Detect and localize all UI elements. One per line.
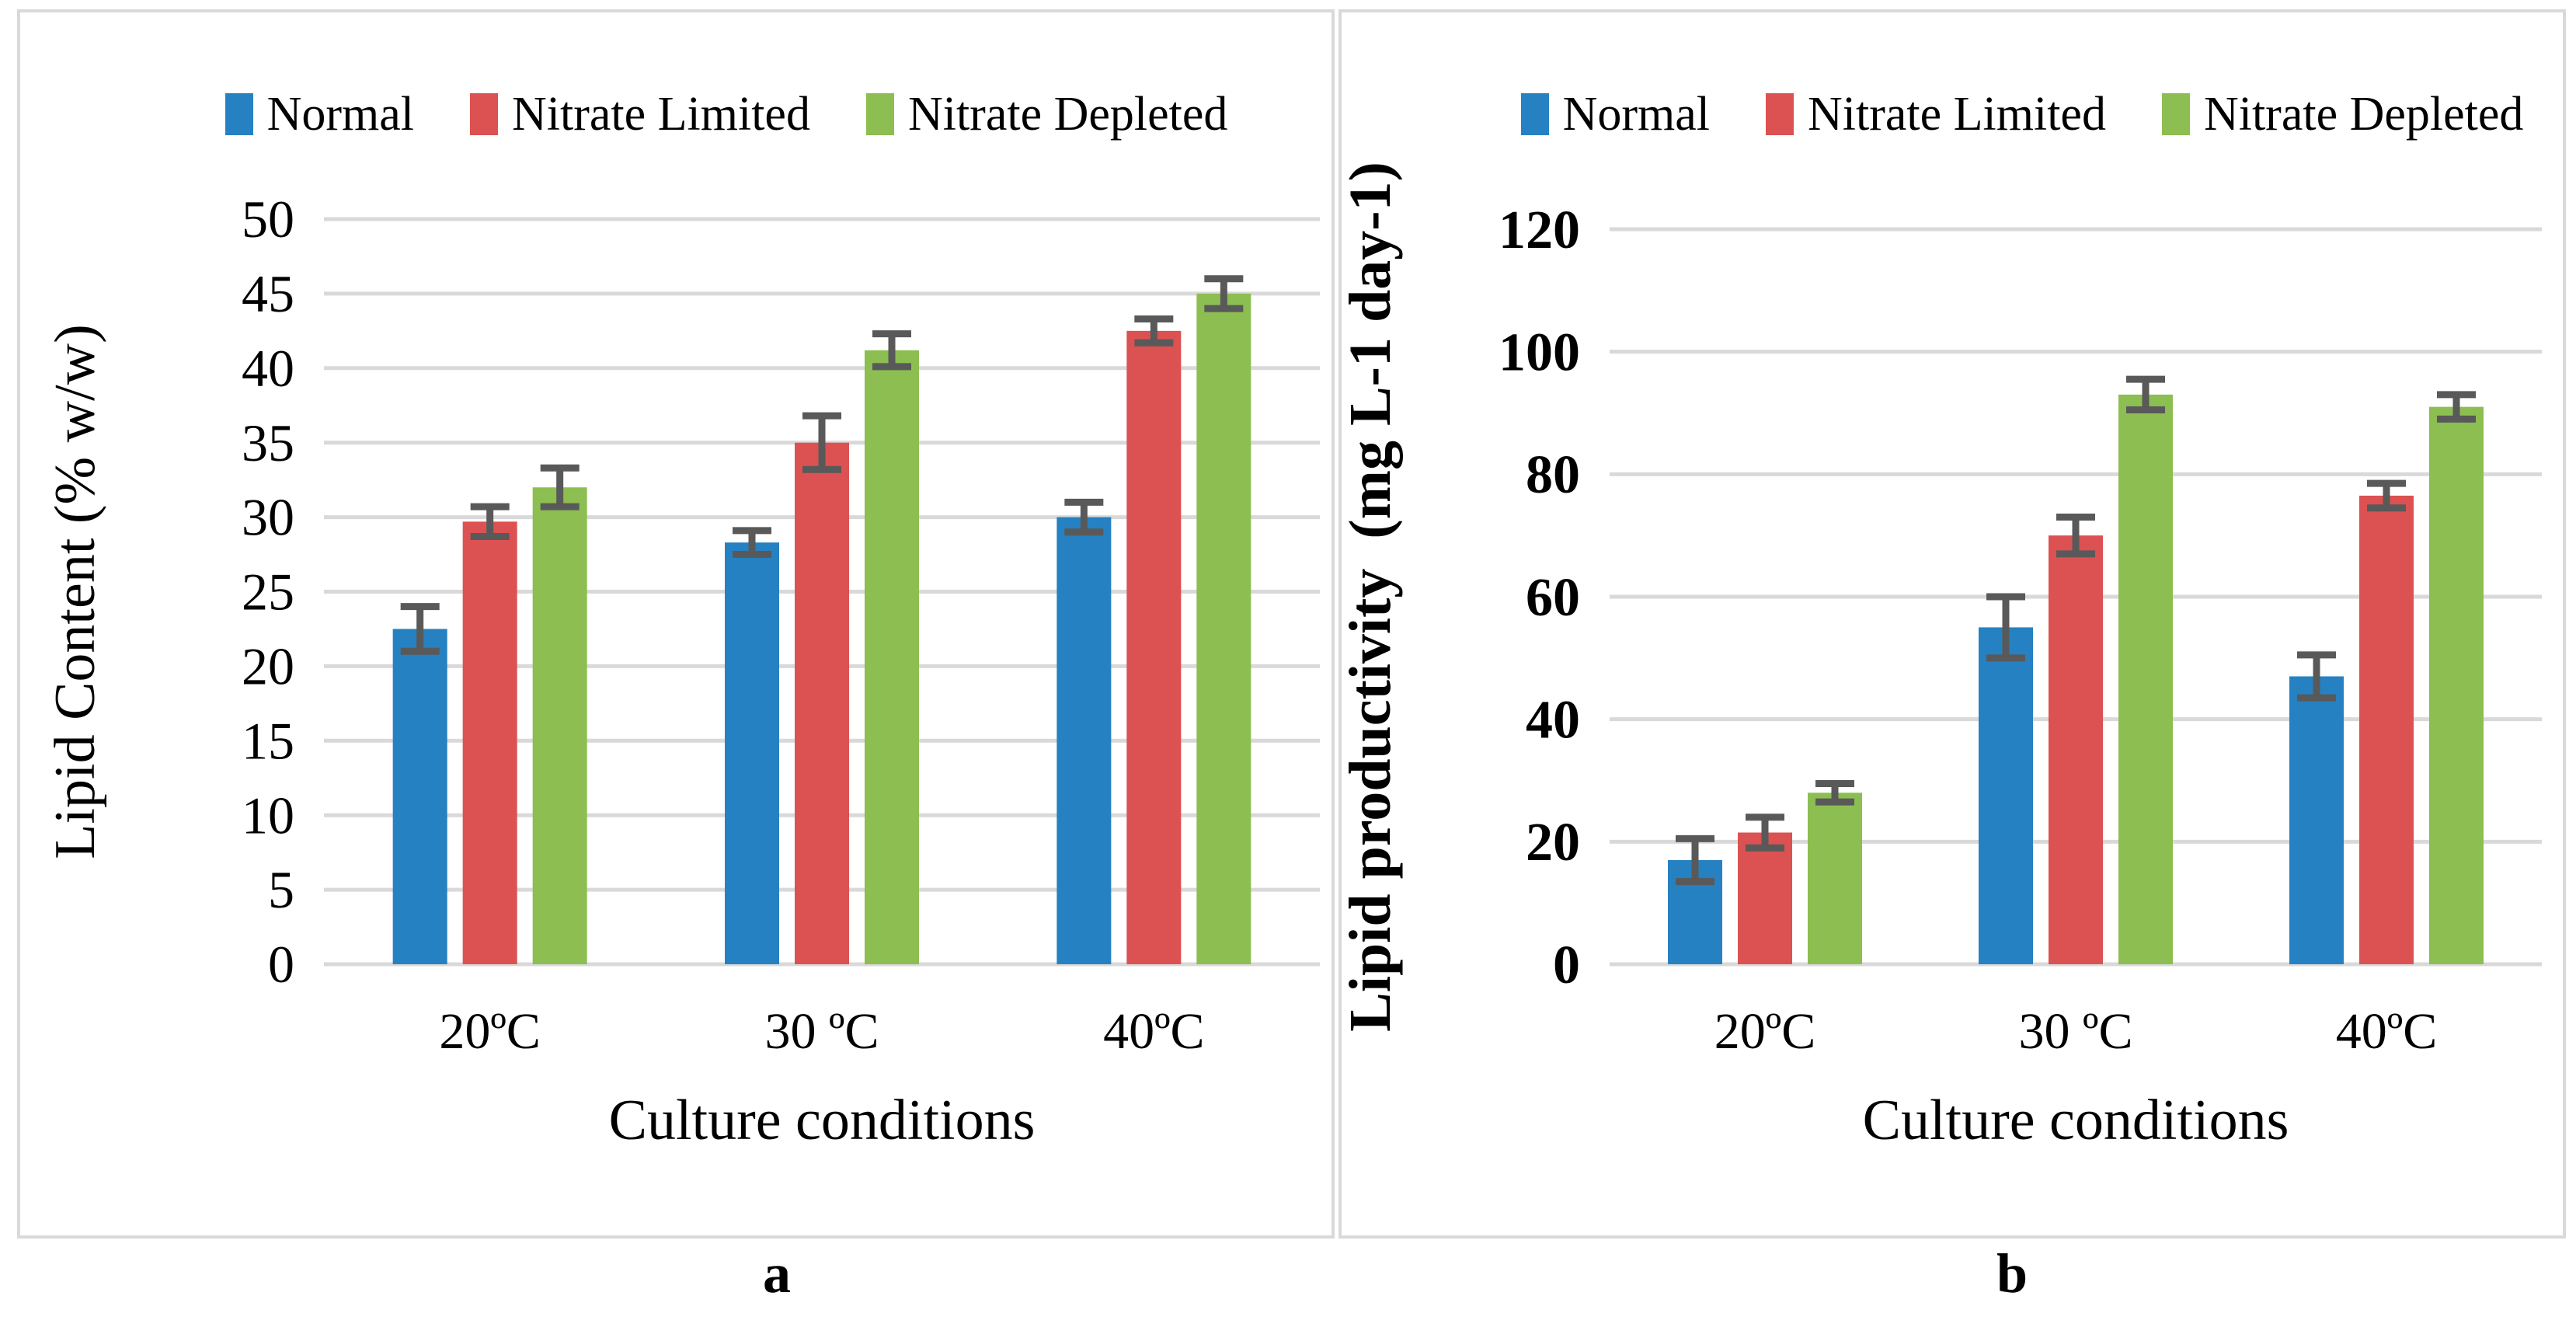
legend-panel-a: Normal Nitrate Limited Nitrate Depleted bbox=[20, 90, 1332, 138]
legend-item-nitrate-depleted: Nitrate Depleted bbox=[865, 88, 1228, 141]
y-tick-label: 50 bbox=[242, 190, 294, 249]
bar-nitrate-depleted bbox=[532, 487, 587, 964]
x-axis-title: Culture conditions bbox=[609, 1089, 1036, 1152]
bar-nitrate-limited bbox=[1126, 330, 1182, 965]
y-tick-label: 0 bbox=[268, 935, 294, 994]
x-axis-title: Culture conditions bbox=[1863, 1089, 2289, 1152]
bar-nitrate-limited bbox=[2359, 495, 2414, 964]
chart-a-plot: 0 5 10 15 20 25 30 35 40 45 50 20ºC 30 ºC 40ºC Culture… bbox=[44, 190, 1320, 1152]
legend-panel-b: Normal Nitrate Limited Nitrate Depleted bbox=[1342, 90, 2563, 138]
bar-nitrate-depleted bbox=[2429, 406, 2484, 964]
bar-normal bbox=[2289, 676, 2344, 964]
panel-b-letter: b bbox=[1996, 1242, 2028, 1305]
bar-normal bbox=[392, 629, 447, 964]
bar-normal bbox=[1057, 517, 1112, 964]
y-axis-title: Lipid productivity (mg L-1 day-1) bbox=[1342, 162, 1403, 1032]
bar-nitrate-depleted bbox=[1808, 793, 1862, 964]
bar-normal bbox=[1979, 627, 2033, 964]
panel-a: Normal Nitrate Limited Nitrate Depleted 0 5… bbox=[17, 9, 1335, 1239]
bar-nitrate-depleted bbox=[1196, 293, 1251, 964]
bar-normal bbox=[725, 542, 779, 964]
x-category-label: 20ºC bbox=[1714, 1003, 1816, 1060]
y-tick-label: 15 bbox=[242, 711, 294, 770]
y-tick-label: 10 bbox=[242, 786, 294, 845]
legend-label-normal: Normal bbox=[1562, 88, 1711, 141]
bar-nitrate-limited bbox=[462, 521, 517, 964]
y-axis-title: Lipid Content (% w/w) bbox=[44, 324, 107, 859]
y-tick-label: 100 bbox=[1499, 322, 1580, 382]
y-tick-label: 30 bbox=[242, 488, 294, 547]
legend-swatch-nitrate-limited bbox=[1766, 93, 1794, 135]
legend-label-nitrate-limited: Nitrate Limited bbox=[512, 88, 810, 141]
legend-item-nitrate-depleted: Nitrate Depleted bbox=[2161, 88, 2524, 141]
legend-label-nitrate-limited: Nitrate Limited bbox=[1808, 88, 2106, 141]
y-tick-label: 0 bbox=[1553, 935, 1580, 995]
legend-swatch-nitrate-depleted bbox=[865, 93, 894, 135]
y-tick-label: 40 bbox=[1526, 690, 1580, 750]
y-tick-label: 35 bbox=[242, 413, 294, 472]
legend-swatch-normal bbox=[225, 93, 253, 135]
legend-swatch-normal bbox=[1520, 93, 1549, 135]
x-category-label: 20ºC bbox=[439, 1003, 541, 1060]
legend-item-normal: Normal bbox=[1520, 88, 1711, 141]
legend-label-normal: Normal bbox=[266, 88, 415, 141]
y-tick-label: 60 bbox=[1526, 568, 1580, 628]
legend-item-nitrate-limited: Nitrate Limited bbox=[470, 90, 810, 138]
x-category-label: 40ºC bbox=[1103, 1003, 1205, 1060]
y-tick-label: 5 bbox=[268, 860, 294, 919]
y-tick-label: 20 bbox=[242, 637, 294, 696]
panel-b: Normal Nitrate Limited Nitrate Depleted 0 2… bbox=[1338, 9, 2566, 1239]
x-category-label: 30 ºC bbox=[2019, 1003, 2133, 1060]
y-tick-label: 45 bbox=[242, 264, 294, 323]
bar-nitrate-limited bbox=[795, 442, 849, 964]
bar-nitrate-depleted bbox=[2118, 394, 2173, 965]
bar-nitrate-limited bbox=[1738, 832, 1792, 964]
bar-nitrate-depleted bbox=[865, 350, 919, 964]
chart-b-plot: 0 20 40 60 80 100 120 20ºC 30 ºC 40ºC Culture cond… bbox=[1342, 162, 2542, 1152]
legend-item-normal: Normal bbox=[225, 90, 414, 138]
legend-label-nitrate-depleted: Nitrate Depleted bbox=[2203, 88, 2524, 141]
legend-swatch-nitrate-depleted bbox=[2161, 93, 2190, 135]
panel-a-letter: a bbox=[763, 1242, 791, 1305]
bar-nitrate-limited bbox=[2049, 535, 2103, 964]
x-category-label: 30 ºC bbox=[765, 1003, 879, 1060]
y-tick-label: 25 bbox=[242, 563, 294, 622]
y-tick-label: 20 bbox=[1526, 813, 1580, 873]
legend-item-nitrate-limited: Nitrate Limited bbox=[1766, 90, 2106, 138]
legend-label-nitrate-depleted: Nitrate Depleted bbox=[907, 88, 1228, 141]
y-tick-label: 80 bbox=[1526, 445, 1580, 505]
y-tick-label: 40 bbox=[242, 339, 294, 398]
x-category-label: 40ºC bbox=[2336, 1003, 2438, 1060]
y-tick-label: 120 bbox=[1499, 200, 1580, 260]
legend-swatch-nitrate-limited bbox=[470, 93, 499, 135]
